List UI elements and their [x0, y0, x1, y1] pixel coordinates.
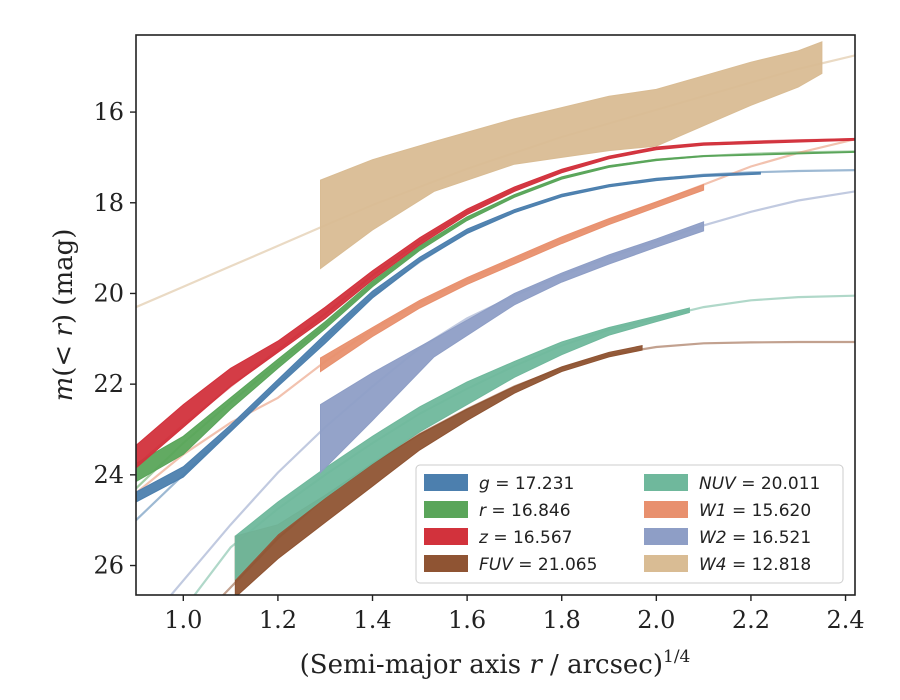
y-axis-label: m(< r) (mag) [49, 229, 79, 402]
y-tick-label: 24 [93, 461, 124, 489]
band-w2 [320, 221, 705, 474]
y-tick-label: 22 [93, 370, 124, 398]
legend-label-w1: W1 = 15.620 [699, 501, 811, 521]
band-nuv [234, 307, 690, 581]
band-g [136, 171, 761, 503]
legend-label-r: r = 16.846 [479, 501, 571, 521]
x-tick-label: 1.6 [448, 606, 486, 634]
x-tick-label: 1.0 [164, 606, 202, 634]
legend-swatch-nuv [644, 474, 688, 491]
x-tick-label: 2.0 [637, 606, 675, 634]
legend-swatch-w2 [644, 528, 688, 545]
x-tick-label: 1.8 [543, 606, 581, 634]
band-z [136, 137, 855, 469]
x-axis-ticks: 1.0 1.2 1.4 1.6 1.8 2.0 2.2 2.4 [164, 595, 865, 634]
plot-frame [135, 34, 856, 596]
y-tick-label: 16 [93, 98, 124, 126]
legend-swatch-z [424, 528, 468, 545]
legend-swatch-fuv [424, 555, 468, 572]
legend-swatch-r [424, 501, 468, 518]
legend-swatch-g [424, 474, 468, 491]
y-tick-label: 18 [93, 189, 124, 217]
legend-label-w2: W2 = 16.521 [699, 528, 811, 548]
band-w1 [320, 183, 705, 373]
legend-label-fuv: FUV = 21.065 [479, 555, 597, 575]
fit-curve-r [136, 150, 855, 490]
y-axis-ticks: 16 18 20 22 24 26 [93, 98, 136, 580]
x-tick-label: 1.2 [259, 606, 297, 634]
legend-swatch-w1 [644, 501, 688, 518]
measured-bands [136, 41, 855, 595]
legend-label-nuv: NUV = 20.011 [699, 474, 820, 494]
legend-swatch-w4 [644, 555, 688, 572]
band-w4 [320, 41, 823, 270]
band-fuv [234, 344, 643, 595]
legend-label-z: z = 16.567 [478, 528, 572, 548]
band-r [136, 150, 855, 483]
legend-box [415, 464, 844, 584]
y-tick-label: 20 [93, 279, 124, 307]
x-tick-label: 1.4 [353, 606, 391, 634]
x-axis-label: (Semi-major axis r / arcsec)1/4 [300, 647, 691, 680]
legend-label-w4: W4 = 12.818 [699, 555, 811, 575]
legend-label-g: g = 17.231 [479, 474, 574, 494]
x-tick-label: 2.2 [732, 606, 770, 634]
x-tick-label: 2.4 [826, 606, 864, 634]
legend: g = 17.231 r = 16.846 z = 16.567 FUV = 21.0… [415, 464, 844, 584]
y-tick-label: 26 [93, 552, 124, 580]
